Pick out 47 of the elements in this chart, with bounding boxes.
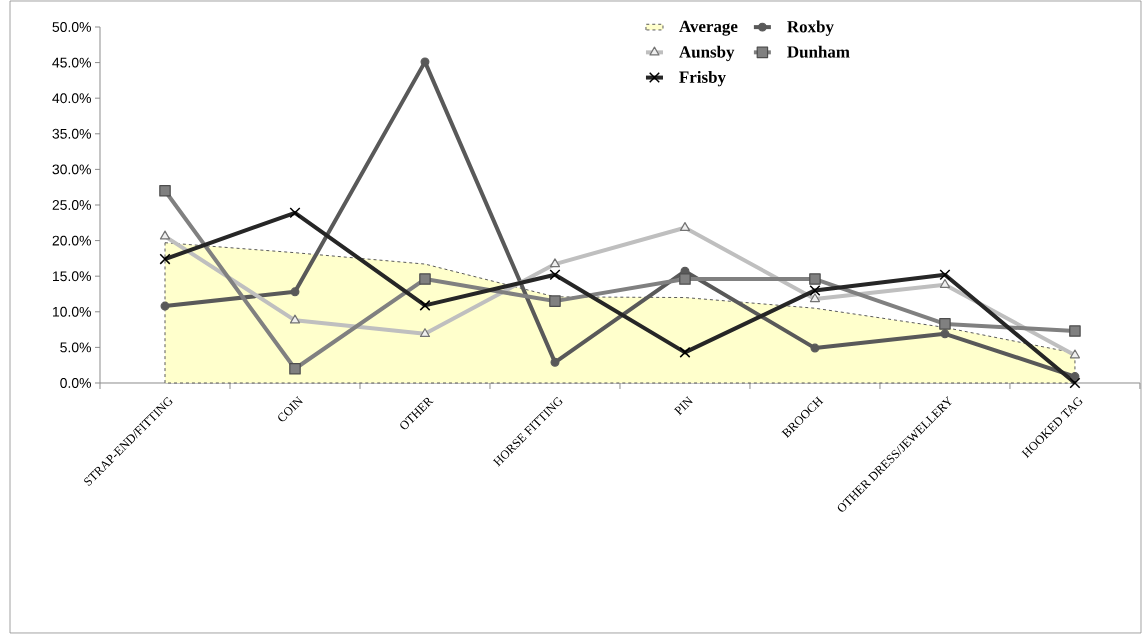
point (1069, 377, 1081, 389)
point (809, 293, 821, 303)
legend-label: Roxby (787, 20, 834, 36)
y-tick-label: 15.0% (53, 271, 91, 282)
y-tick-label: 25.0% (52, 200, 91, 210)
point (420, 57, 430, 67)
point (939, 278, 951, 288)
point (159, 253, 171, 265)
legend-label: Aunsby (679, 45, 735, 62)
point (289, 362, 301, 375)
point (810, 343, 820, 353)
point (289, 314, 301, 324)
y-tick-label: 35.0% (52, 128, 91, 139)
point (419, 328, 431, 338)
y-tick-label: 5.0% (60, 342, 91, 353)
point (419, 273, 431, 285)
point (549, 269, 561, 281)
y-tick-label: 20.0% (52, 235, 91, 246)
point (549, 295, 561, 307)
y-tick-label: 30.0% (52, 164, 91, 175)
x-tick-label: PIN (673, 396, 693, 416)
point (160, 301, 170, 311)
point (939, 318, 951, 330)
point (679, 221, 691, 231)
point (419, 299, 431, 311)
point (290, 287, 300, 297)
point (159, 230, 171, 240)
point (159, 184, 171, 197)
y-tick-label: 45.0% (52, 57, 91, 68)
point (289, 207, 301, 219)
point (809, 284, 821, 296)
point (940, 329, 950, 339)
point (549, 258, 561, 268)
y-tick-label: 40.0% (52, 93, 91, 104)
point (809, 273, 821, 285)
point (1069, 325, 1081, 337)
point (1069, 349, 1081, 359)
point (550, 357, 560, 367)
legend-label: Dunham (787, 45, 850, 58)
y-tick-label: 10.0% (53, 306, 91, 317)
point (939, 269, 951, 281)
point (679, 346, 691, 358)
legend-label: Frisby (679, 70, 726, 87)
y-tick-label: 0.0% (60, 378, 91, 388)
y-tick-label: 50.0% (52, 22, 91, 32)
point (679, 273, 691, 285)
legend-label: Average (679, 20, 738, 36)
